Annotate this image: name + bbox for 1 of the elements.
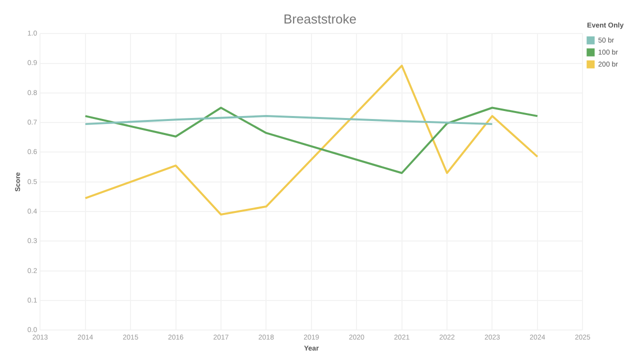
chart-title: Breaststroke [284,11,356,26]
